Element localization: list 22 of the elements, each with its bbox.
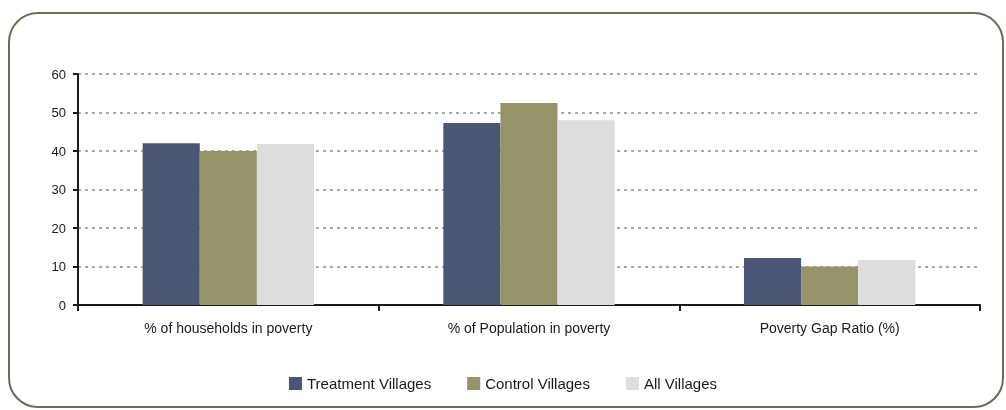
bar (801, 266, 859, 305)
y-tick-label: 60 (51, 66, 66, 82)
bar (443, 122, 501, 305)
bar (142, 143, 200, 305)
bar (256, 144, 315, 305)
y-tick-label: 30 (51, 182, 66, 197)
bar (858, 259, 916, 305)
legend-label: All Villages (643, 375, 718, 392)
bar (743, 258, 802, 305)
x-tick-label: Poverty Gap Ratio (%) (759, 320, 900, 336)
y-tick-label: 0 (58, 297, 66, 313)
bar (500, 102, 558, 305)
y-tick-label: 50 (51, 105, 66, 120)
y-tick-label: 10 (51, 259, 66, 274)
legend-label: Control Villages (485, 375, 590, 392)
bar (199, 151, 257, 305)
y-tick-label: 40 (51, 143, 66, 159)
x-tick-label: % of households in poverty (144, 320, 313, 336)
bar (557, 120, 615, 305)
y-tick-label: 20 (51, 220, 66, 236)
x-tick-label: % of Population in poverty (447, 320, 611, 336)
legend-label: Treatment Villages (306, 375, 432, 392)
